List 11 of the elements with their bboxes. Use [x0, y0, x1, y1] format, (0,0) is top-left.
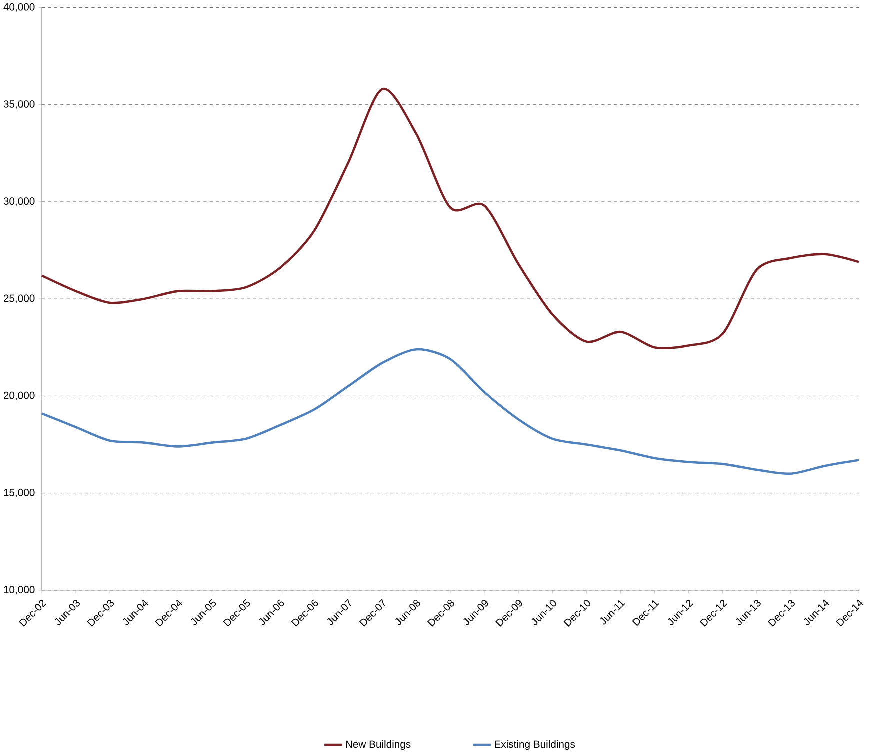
line-series — [40, 348, 860, 476]
y-tick-label: 25,000 — [4, 294, 35, 304]
y-tick-label: 20,000 — [4, 392, 35, 401]
y-tick-label: 35,000 — [4, 100, 35, 110]
line-series — [40, 88, 860, 350]
y-tick-label: 40,000 — [4, 4, 35, 12]
legend-label: New Buildings — [346, 740, 411, 750]
y-tick-label: 15,000 — [4, 489, 35, 498]
y-tick-label: 30,000 — [4, 198, 35, 206]
y-tick-label: 10,000 — [4, 586, 35, 595]
legend-label: Existing Buildings — [495, 740, 576, 750]
